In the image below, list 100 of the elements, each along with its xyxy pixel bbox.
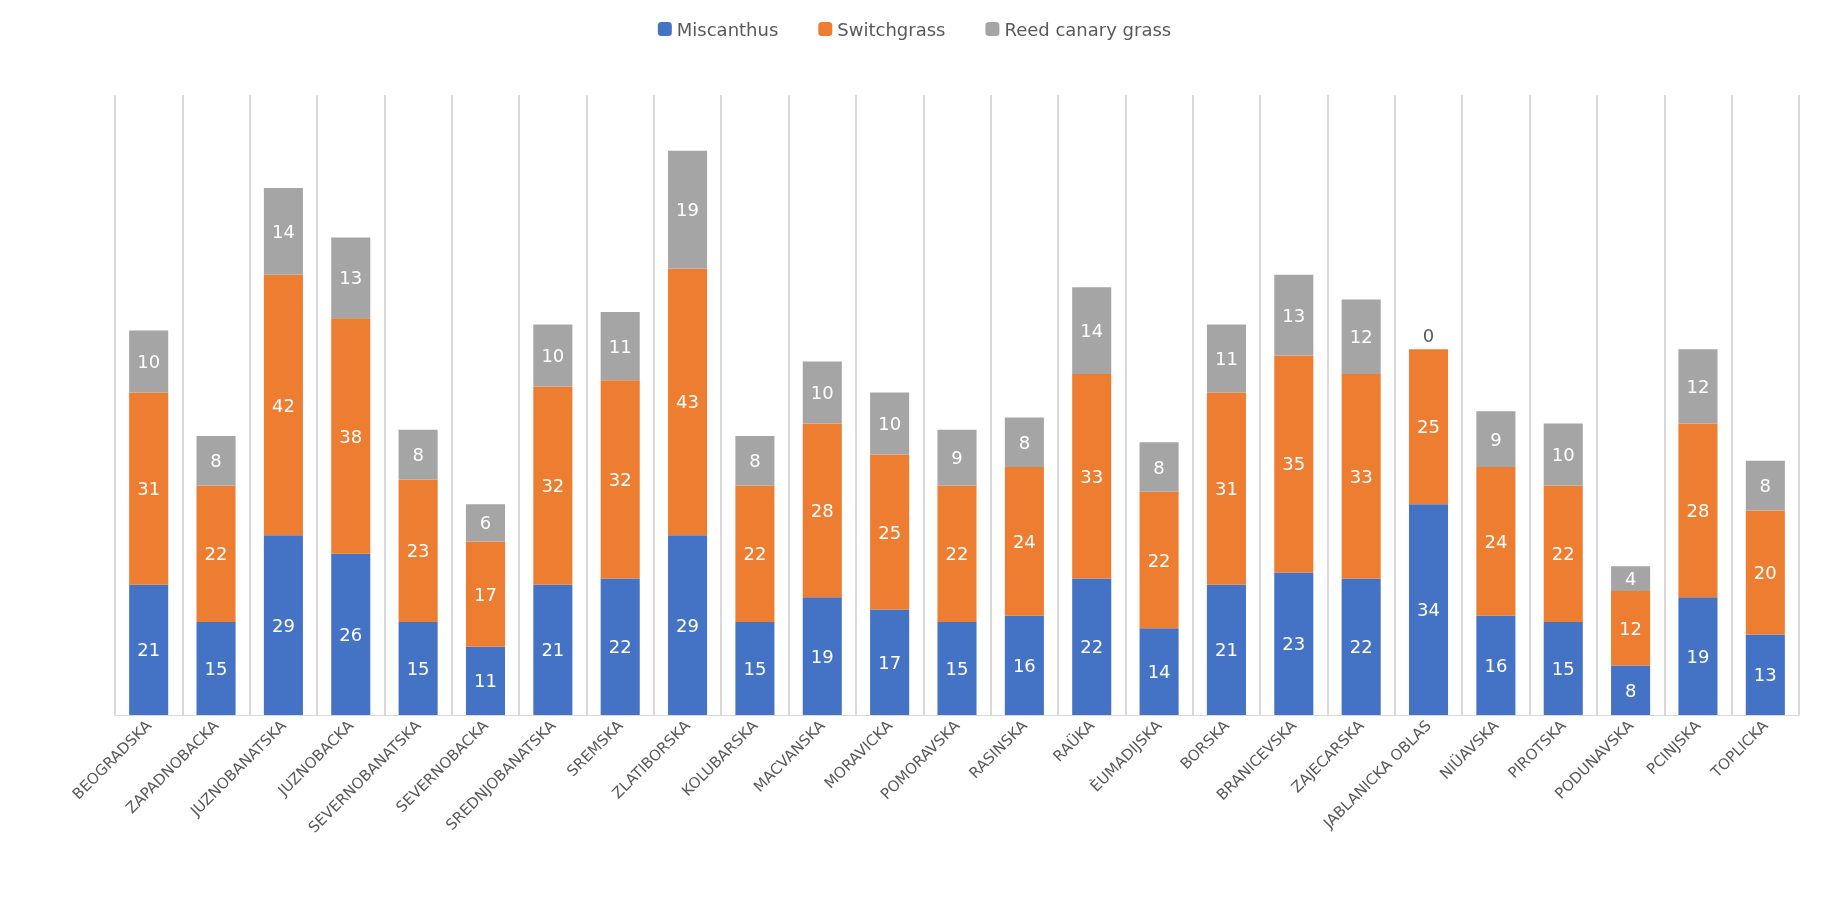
data-label: 11 — [608, 335, 632, 357]
data-label: 22 — [1551, 543, 1575, 565]
bar — [1004, 615, 1044, 715]
bar — [1543, 423, 1583, 486]
bar — [1274, 355, 1314, 573]
data-label: 15 — [406, 658, 430, 679]
bar — [937, 622, 977, 715]
data-label: 12 — [1686, 375, 1710, 397]
bar — [802, 597, 842, 715]
bar — [870, 609, 910, 715]
data-label: 8 — [412, 444, 424, 466]
legend-label: Reed canary grass — [1004, 18, 1172, 40]
bar — [1543, 622, 1583, 715]
bar — [668, 535, 708, 715]
bar — [129, 330, 169, 393]
bar — [1745, 510, 1785, 635]
data-label: 13 — [339, 267, 363, 289]
bar — [331, 237, 371, 319]
data-label: 20 — [1753, 561, 1777, 583]
data-label: 6 — [479, 512, 492, 534]
bar — [1139, 491, 1179, 629]
data-label: 15 — [1551, 658, 1575, 679]
data-label: 31 — [1214, 478, 1238, 500]
data-label: 11 — [1214, 348, 1238, 369]
bar — [1206, 392, 1246, 585]
bar — [735, 622, 775, 715]
bar — [735, 436, 775, 486]
data-label: 13 — [1753, 664, 1777, 686]
bar — [802, 361, 842, 424]
data-label: 10 — [137, 351, 161, 373]
bar — [1611, 566, 1651, 591]
data-label: 9 — [1490, 428, 1502, 450]
bar — [129, 584, 169, 715]
legend-label: Miscanthus — [676, 18, 779, 40]
bar — [1476, 411, 1516, 467]
bar — [533, 584, 573, 715]
data-label: 14 — [1080, 320, 1104, 342]
bar — [870, 392, 910, 455]
data-label: 32 — [541, 475, 565, 497]
data-label: 22 — [1349, 636, 1373, 658]
data-label: 24 — [1484, 530, 1508, 552]
data-label: 12 — [1349, 326, 1373, 348]
bar — [802, 423, 842, 598]
data-label: 43 — [676, 391, 700, 413]
bar — [263, 188, 303, 275]
bar — [465, 646, 506, 715]
bar — [1274, 274, 1314, 356]
data-label: 4 — [1624, 568, 1637, 590]
bar — [1072, 287, 1112, 374]
data-label: 19 — [676, 199, 700, 221]
data-label: 31 — [137, 478, 161, 500]
data-label: 22 — [1080, 636, 1104, 658]
bar — [1611, 665, 1651, 715]
bar — [465, 541, 506, 647]
bar — [1341, 578, 1381, 715]
bar — [398, 479, 438, 622]
bar — [263, 535, 303, 715]
data-label: 33 — [1349, 465, 1373, 487]
data-label: 17 — [474, 583, 497, 605]
bar — [1678, 597, 1718, 715]
data-label: 8 — [1624, 679, 1637, 701]
bar — [1678, 423, 1718, 598]
bar — [398, 429, 438, 480]
data-label: 33 — [1080, 465, 1104, 487]
data-label: 23 — [406, 540, 430, 562]
bar — [129, 392, 169, 585]
bar — [937, 429, 977, 486]
data-label: 13 — [1282, 304, 1306, 326]
data-label: 42 — [271, 394, 295, 416]
bar — [1408, 504, 1449, 715]
bar — [1206, 584, 1246, 715]
data-label: 14 — [1147, 661, 1171, 683]
data-label: 22 — [1147, 549, 1171, 571]
bar — [465, 504, 506, 542]
data-label: 25 — [878, 521, 902, 543]
bar — [1543, 485, 1583, 622]
data-label: 21 — [137, 639, 161, 661]
bar — [1476, 615, 1516, 715]
bar — [735, 485, 775, 622]
data-label: 29 — [676, 614, 700, 636]
data-label: 28 — [810, 499, 834, 521]
bar — [196, 622, 236, 715]
data-label: 17 — [878, 651, 902, 673]
data-label: 24 — [1012, 530, 1036, 552]
bar — [263, 274, 303, 536]
bar — [331, 318, 371, 554]
data-label: 8 — [1018, 431, 1031, 453]
data-label: 21 — [1214, 639, 1238, 661]
bar — [1072, 578, 1112, 715]
bar — [1274, 572, 1314, 715]
bar — [196, 485, 236, 622]
bar — [1206, 324, 1246, 393]
data-label: 8 — [210, 450, 222, 472]
data-label: 29 — [271, 614, 295, 636]
data-label: 19 — [1686, 645, 1710, 667]
data-label: 35 — [1282, 453, 1306, 475]
bar — [1139, 442, 1179, 492]
data-label: 19 — [810, 645, 834, 667]
bar — [1004, 417, 1044, 467]
data-label: 22 — [204, 543, 228, 565]
